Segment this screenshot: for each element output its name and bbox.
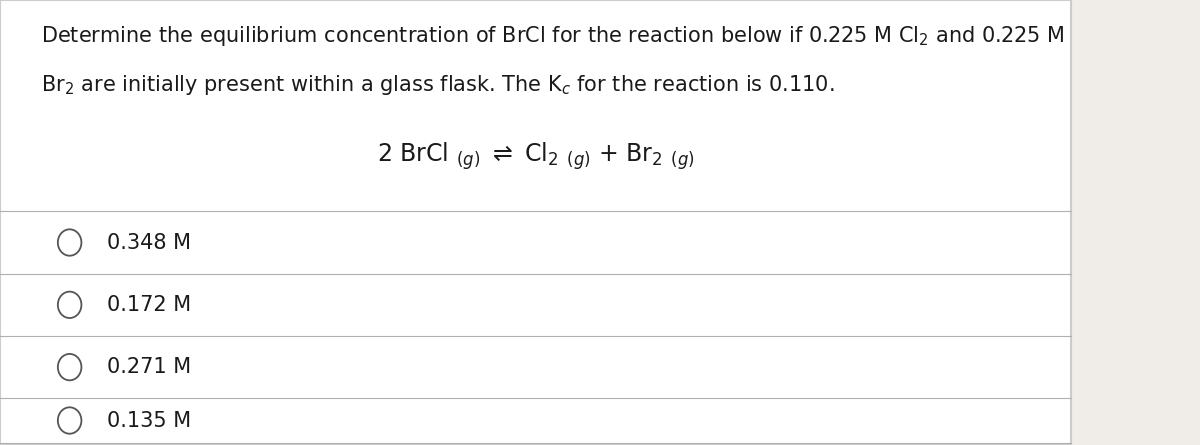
FancyBboxPatch shape [0, 0, 1072, 445]
Text: 0.271 M: 0.271 M [107, 357, 191, 377]
Text: 0.348 M: 0.348 M [107, 233, 191, 252]
Text: 2 BrCl $_{(g)}$ $\rightleftharpoons$ Cl$_2$ $_{(g)}$ + Br$_2$ $_{(g)}$: 2 BrCl $_{(g)}$ $\rightleftharpoons$ Cl$… [377, 140, 695, 172]
Text: 0.172 M: 0.172 M [107, 295, 191, 315]
Text: Determine the equilibrium concentration of BrCl for the reaction below if 0.225 : Determine the equilibrium concentration … [41, 24, 1064, 49]
Text: 0.135 M: 0.135 M [107, 411, 191, 430]
Text: Br$_2$ are initially present within a glass flask. The K$_c$ for the reaction is: Br$_2$ are initially present within a gl… [41, 73, 834, 97]
